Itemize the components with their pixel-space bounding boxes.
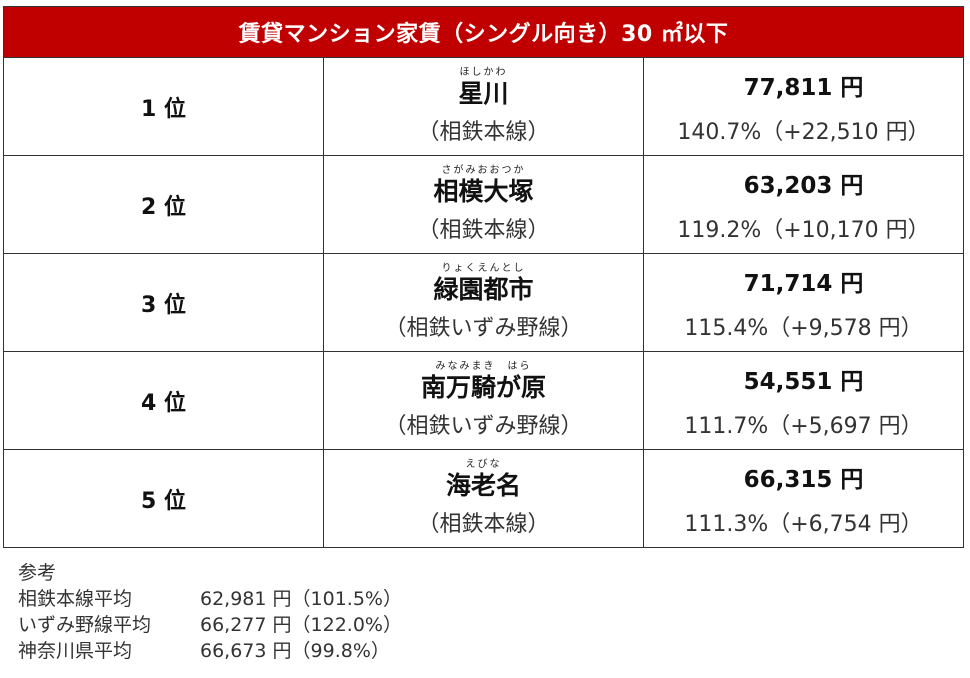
station-cell: りょくえんとし 緑園都市 （相鉄いずみ野線） — [323, 253, 644, 352]
reference-notes: 参考 相鉄本線平均 62,981 円（101.5%） いずみ野線平均 66,27… — [18, 560, 402, 664]
station-block: みなみまき はら 南万騎が原 （相鉄いずみ野線） — [384, 361, 582, 441]
station-cell: ほしかわ 星川 （相鉄本線） — [323, 57, 644, 156]
rent-ranking-table: 賃貸マンション家賃（シングル向き）30 ㎡以下 1 位 ほしかわ 星川 （相鉄本… — [3, 6, 964, 548]
rent-cell: 54,551 円 111.7%（+5,697 円） — [643, 351, 964, 450]
station-furigana: ほしかわ — [459, 66, 508, 78]
station-name: 星川 — [458, 78, 509, 108]
line-name: （相鉄本線） — [417, 119, 550, 145]
station-furigana: りょくえんとし — [441, 262, 526, 274]
rank-label: 5 位 — [3, 449, 324, 548]
reference-value: 62,981 円（101.5%） — [200, 588, 402, 610]
line-name: （相鉄本線） — [417, 511, 550, 537]
station-block: りょくえんとし 緑園都市 （相鉄いずみ野線） — [384, 263, 582, 343]
line-name: （相鉄いずみ野線） — [384, 413, 583, 439]
station-name: 相模大塚 — [433, 176, 534, 206]
table-row: 2 位 さがみおおつか 相模大塚 （相鉄本線） 63,203 円 119.2%（… — [3, 155, 964, 254]
table-title: 賃貸マンション家賃（シングル向き）30 ㎡以下 — [3, 6, 964, 58]
rank-label: 1 位 — [3, 57, 324, 156]
table-header-row: 賃貸マンション家賃（シングル向き）30 ㎡以下 — [3, 6, 964, 58]
rent-cell: 63,203 円 119.2%（+10,170 円） — [643, 155, 964, 254]
rent-value: 71,714 円 — [743, 270, 864, 297]
rank-label: 4 位 — [3, 351, 324, 450]
station-block: えびな 海老名 （相鉄本線） — [417, 459, 549, 539]
station-name: 緑園都市 — [433, 274, 534, 304]
rent-ratio: 119.2%（+10,170 円） — [677, 217, 930, 243]
rent-cell: 71,714 円 115.4%（+9,578 円） — [643, 253, 964, 352]
rent-value: 63,203 円 — [743, 172, 864, 199]
station-block: ほしかわ 星川 （相鉄本線） — [417, 67, 549, 147]
rent-value: 66,315 円 — [743, 466, 864, 493]
rent-value: 77,811 円 — [743, 74, 864, 101]
rent-ratio: 111.7%（+5,697 円） — [684, 413, 923, 439]
table-row: 1 位 ほしかわ 星川 （相鉄本線） 77,811 円 140.7%（+22,5… — [3, 57, 964, 156]
reference-item: いずみ野線平均 66,277 円（122.0%） — [18, 612, 402, 638]
table-row: 4 位 みなみまき はら 南万騎が原 （相鉄いずみ野線） 54,551 円 11… — [3, 351, 964, 450]
station-furigana: みなみまき はら — [435, 360, 532, 372]
rent-ratio: 111.3%（+6,754 円） — [684, 511, 923, 537]
reference-item: 相鉄本線平均 62,981 円（101.5%） — [18, 586, 402, 612]
reference-value: 66,673 円（99.8%） — [200, 640, 390, 662]
station-furigana: さがみおおつか — [441, 164, 526, 176]
station-furigana: えびな — [465, 458, 502, 470]
reference-label: 神奈川県平均 — [18, 640, 133, 662]
reference-label: いずみ野線平均 — [18, 614, 152, 636]
station-cell: えびな 海老名 （相鉄本線） — [323, 449, 644, 548]
reference-item: 神奈川県平均 66,673 円（99.8%） — [18, 638, 402, 664]
rent-value: 54,551 円 — [743, 368, 864, 395]
station-cell: みなみまき はら 南万騎が原 （相鉄いずみ野線） — [323, 351, 644, 450]
rent-cell: 66,315 円 111.3%（+6,754 円） — [643, 449, 964, 548]
station-name: 海老名 — [445, 470, 521, 500]
rank-label: 2 位 — [3, 155, 324, 254]
line-name: （相鉄いずみ野線） — [384, 315, 583, 341]
reference-label: 相鉄本線平均 — [18, 588, 133, 610]
line-name: （相鉄本線） — [417, 217, 550, 243]
reference-value: 66,277 円（122.0%） — [200, 614, 402, 636]
rank-label: 3 位 — [3, 253, 324, 352]
station-name: 南万騎が原 — [420, 372, 546, 402]
table-row: 3 位 りょくえんとし 緑園都市 （相鉄いずみ野線） 71,714 円 115.… — [3, 253, 964, 352]
station-block: さがみおおつか 相模大塚 （相鉄本線） — [417, 165, 549, 245]
table-row: 5 位 えびな 海老名 （相鉄本線） 66,315 円 111.3%（+6,75… — [3, 449, 964, 548]
rent-cell: 77,811 円 140.7%（+22,510 円） — [643, 57, 964, 156]
station-cell: さがみおおつか 相模大塚 （相鉄本線） — [323, 155, 644, 254]
rent-ratio: 115.4%（+9,578 円） — [684, 315, 923, 341]
rent-ratio: 140.7%（+22,510 円） — [677, 119, 930, 145]
reference-heading: 参考 — [18, 562, 57, 584]
